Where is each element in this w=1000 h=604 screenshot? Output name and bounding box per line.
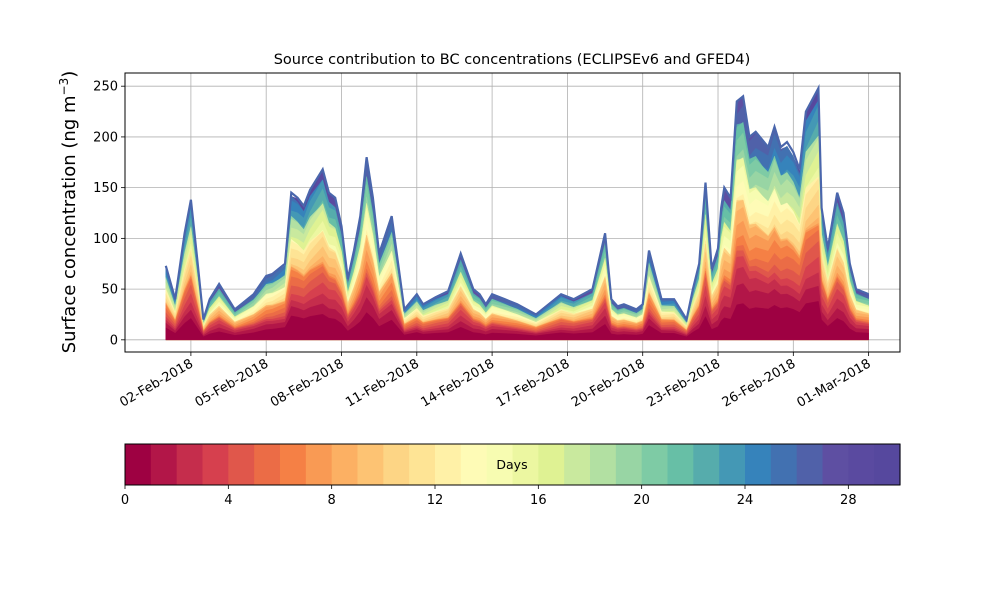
x-tick-label: 23-Feb-2018	[644, 356, 723, 410]
colorbar-segment	[176, 444, 204, 485]
y-axis-label-exponent: −3	[57, 78, 71, 96]
x-tick-label: 08-Feb-2018	[268, 356, 347, 410]
colorbar-tick-label: 20	[633, 493, 650, 508]
colorbar-tick-label: 12	[427, 493, 444, 508]
colorbar-tick-label: 4	[224, 493, 232, 508]
colorbar-segment	[615, 444, 643, 485]
y-tick-label: 200	[93, 130, 118, 145]
colorbar-tick-label: 24	[737, 493, 754, 508]
colorbar-segment	[745, 444, 772, 485]
x-axis-ticks: 02-Feb-201805-Feb-201808-Feb-201811-Feb-…	[117, 352, 874, 411]
colorbar-tick-label: 8	[328, 493, 336, 508]
stacked-areas	[164, 84, 870, 340]
colorbar-segment	[874, 444, 901, 485]
colorbar-segment	[202, 444, 229, 485]
colorbar-segment	[796, 444, 824, 485]
y-axis-ticks: 0 50 100 150 200 250	[93, 80, 125, 348]
chart-title: Source contribution to BC concentrations…	[274, 52, 751, 68]
colorbar-segment	[667, 444, 694, 485]
colorbar-segment	[460, 444, 488, 485]
y-tick-label: 150	[93, 181, 118, 196]
colorbar-segment	[357, 444, 384, 485]
colorbar-segment	[564, 444, 591, 485]
colorbar-ticks: 0 4 8 12 16 20 24 28	[121, 485, 857, 508]
colorbar-tick-label: 28	[840, 493, 857, 508]
colorbar-label: Days	[496, 457, 527, 472]
colorbar-segment	[331, 444, 359, 485]
colorbar-tick-label: 16	[530, 493, 547, 508]
colorbar-segment	[305, 444, 333, 485]
colorbar-tick-label: 0	[121, 493, 129, 508]
y-tick-label: 50	[101, 283, 118, 298]
colorbar-segment	[409, 444, 436, 485]
y-tick-label: 100	[93, 232, 118, 247]
colorbar-segment	[848, 444, 875, 485]
colorbar-segment	[125, 444, 152, 485]
colorbar-segment	[150, 444, 178, 485]
y-tick-label: 250	[93, 80, 118, 95]
y-axis-label-main: Surface concentration (ng m	[59, 95, 80, 353]
colorbar-segment	[228, 444, 255, 485]
x-tick-label: 14-Feb-2018	[419, 356, 498, 410]
colorbar-segment	[590, 444, 617, 485]
x-tick-label: 02-Feb-2018	[117, 356, 196, 410]
area-series-day-0	[165, 301, 869, 340]
colorbar-segment	[435, 444, 462, 485]
colorbar-segment	[641, 444, 669, 485]
colorbar	[125, 444, 901, 485]
colorbar-segment	[486, 444, 514, 485]
y-axis-label-close: )	[59, 71, 80, 78]
colorbar-segment	[538, 444, 565, 485]
colorbar-segment	[280, 444, 307, 485]
colorbar-segment	[693, 444, 720, 485]
y-tick-label: 0	[110, 333, 118, 348]
plot-frame	[124, 72, 901, 353]
x-tick-label: 26-Feb-2018	[720, 356, 799, 410]
colorbar-segment	[383, 444, 410, 485]
colorbar-frame	[124, 443, 901, 486]
colorbar-segment	[822, 444, 849, 485]
x-tick-label: 17-Feb-2018	[494, 356, 573, 410]
colorbar-segment	[719, 444, 746, 485]
colorbar-segment	[512, 444, 539, 485]
colorbar-segment	[770, 444, 798, 485]
x-tick-label: 05-Feb-2018	[193, 356, 272, 410]
x-tick-label: 11-Feb-2018	[343, 356, 422, 410]
x-tick-label: 01-Mar-2018	[794, 356, 873, 410]
colorbar-segment	[254, 444, 281, 485]
total-series-line	[164, 84, 870, 323]
x-tick-label: 20-Feb-2018	[569, 356, 648, 410]
y-axis-label: Surface concentration (ng m−3)	[57, 71, 80, 354]
